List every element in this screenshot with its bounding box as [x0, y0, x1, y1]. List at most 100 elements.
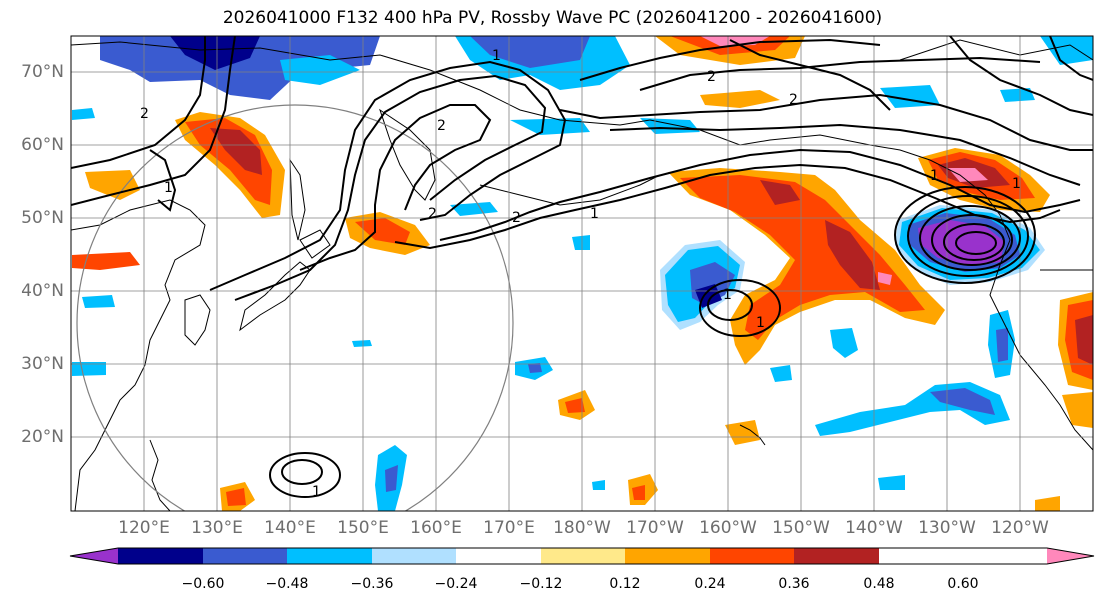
pv-contour: [234, 74, 547, 301]
colorbar-segment: [456, 548, 541, 564]
lon-label-140w: 140°W: [845, 518, 903, 538]
coastline-aleutians: [479, 174, 661, 206]
coastline-asia: [71, 199, 206, 511]
pv-anomaly-negative: [572, 235, 590, 250]
contour-label: 1: [756, 315, 765, 331]
pv-anomaly-positive-peak: [760, 180, 800, 205]
pv-anomaly-positive-core: [680, 175, 925, 340]
pv-contour: [609, 123, 1081, 186]
colorbar-tick-label: 0.12: [609, 576, 641, 592]
lon-label-160e: 160°E: [410, 518, 462, 538]
lon-label-150w: 150°W: [772, 518, 830, 538]
pv-anomaly-positive-core: [565, 398, 585, 413]
pv-anomaly-positive-core: [355, 218, 410, 245]
colorbar-segment: [710, 548, 794, 564]
lon-label-140e: 140°E: [264, 518, 316, 538]
pv-contours: [71, 36, 1093, 498]
contour-label: 2: [512, 210, 521, 226]
pv-anomaly-positive: [700, 90, 780, 108]
colorbar-extend-high: [1047, 548, 1094, 564]
contour-label: 1: [1012, 176, 1021, 192]
pv-anomaly-negative-core: [470, 36, 590, 68]
contour-label: 2: [789, 92, 798, 108]
map-title: 2026041000 F132 400 hPa PV, Rossby Wave …: [222, 8, 883, 28]
pv-anomaly-positive-peak: [825, 220, 880, 290]
lat-label-40n: 40°N: [21, 281, 64, 301]
coastline-north-america: [989, 214, 1093, 451]
pv-contour: [439, 148, 1081, 241]
pv-contour: [559, 93, 1093, 151]
contour-label: 1: [723, 287, 732, 303]
pv-contour: [299, 104, 492, 271]
contour-label: 2: [707, 69, 716, 85]
lat-label-30n: 30°N: [21, 354, 64, 374]
pv-contour: [149, 149, 177, 212]
coastline-sakhalin: [289, 158, 306, 241]
colorbar-segment: [625, 548, 710, 564]
lat-label-70n: 70°N: [21, 62, 64, 82]
pv-contour: [579, 38, 881, 81]
pv-anomaly-negative: [72, 108, 95, 120]
pv-contour: [209, 60, 567, 291]
lon-label-180w: 180°W: [553, 518, 611, 538]
coastline-siberia: [71, 41, 651, 126]
lon-label-170e: 170°E: [483, 518, 535, 538]
lat-label-50n: 50°N: [21, 208, 64, 228]
map-frame: [70, 35, 1094, 512]
pv-anomaly-negative: [450, 202, 498, 216]
pv-contour: [949, 36, 1093, 116]
colorbar-segment: [203, 548, 287, 564]
colorbar-segment: [118, 548, 203, 564]
pv-anomaly-negative-core: [996, 328, 1008, 362]
lon-label-150e: 150°E: [337, 518, 389, 538]
pv-contour-ring: [707, 289, 753, 321]
pv-contour-ring: [919, 205, 1021, 271]
pv-anomaly-negative: [72, 362, 106, 376]
coastline-kamchatka: [379, 108, 436, 201]
pv-contour-ring: [281, 459, 323, 485]
pv-anomaly-positive-peak: [878, 272, 892, 285]
pv-anomaly-positive-core: [185, 118, 272, 205]
pv-contour-ring: [907, 195, 1029, 277]
colorbar-tick-label: 0.60: [947, 576, 979, 592]
coastline-philippines: [149, 439, 171, 511]
pv-anomaly-negative: [830, 328, 858, 358]
contour-label: 2: [140, 106, 149, 122]
pv-contour-ring: [269, 452, 341, 498]
lat-label-60n: 60°N: [21, 135, 64, 155]
lon-label-120w: 120°W: [991, 518, 1049, 538]
colorbar-tick-label: 0.24: [694, 576, 726, 592]
colorbar-tick-label: 0.48: [863, 576, 895, 592]
pv-contour-ring: [943, 223, 1005, 261]
pv-anomaly-negative: [510, 118, 590, 135]
lon-label-160w: 160°W: [699, 518, 757, 538]
pv-anomaly-positive: [85, 170, 140, 200]
lon-label-120e: 120°E: [118, 518, 170, 538]
pv-contour: [71, 36, 236, 206]
pv-anomaly-positive-peak: [948, 168, 988, 182]
colorbar-segment: [541, 548, 625, 564]
pv-anomaly-negative: [770, 365, 792, 382]
contour-labels: 1 2 2 2 2 1 1 2 2 1 1 1 1 1: [140, 48, 1021, 500]
lon-label-170w: 170°W: [626, 518, 684, 538]
coastline-japan: [239, 229, 331, 332]
lon-label-130e: 130°E: [191, 518, 243, 538]
pv-contour: [729, 39, 891, 111]
contour-label: 1: [492, 48, 501, 64]
coastlines: [71, 39, 1093, 511]
contour-label: 2: [437, 118, 446, 134]
pv-contour-ring: [894, 186, 1036, 284]
pv-anomaly-negative-core: [528, 363, 542, 373]
pv-anomaly-positive: [72, 252, 140, 270]
pv-anomaly-positive-core: [632, 485, 645, 500]
colorbar-segment: [794, 548, 879, 564]
pv-contour: [1049, 36, 1093, 81]
pv-contour-ring: [955, 231, 997, 255]
pv-anomaly-negative: [878, 475, 905, 490]
pv-contour-ring: [699, 279, 781, 337]
pv-contour: [71, 36, 206, 169]
colorbar-outline: [69, 547, 1095, 565]
lat-label-20n: 20°N: [21, 427, 64, 447]
pv-anomaly-positive: [1035, 496, 1060, 511]
pv-anomaly-positive: [725, 420, 760, 445]
